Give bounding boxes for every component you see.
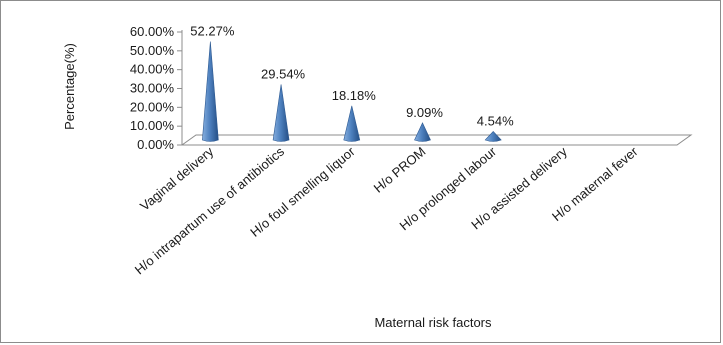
data-label: 29.54% [261, 66, 306, 81]
y-tick-label: 40.00% [130, 62, 175, 77]
category-label: H/o PROM [371, 144, 429, 196]
cone-bar[interactable] [202, 41, 219, 142]
data-label: 9.09% [406, 105, 443, 120]
category-label: Vaginal delivery [137, 143, 217, 213]
category-label: H/o intrapartum use of antibiotics [132, 143, 288, 277]
y-axis-title: Percentage(%) [62, 43, 77, 130]
cone-bar[interactable] [414, 122, 431, 142]
y-tick-label: 0.00% [137, 137, 174, 152]
y-tick-label: 20.00% [130, 99, 175, 114]
cone-bar[interactable] [484, 131, 502, 142]
data-label: 18.18% [332, 88, 377, 103]
cone-bar[interactable] [343, 105, 361, 142]
cone-bar[interactable] [272, 84, 290, 142]
x-axis-title: Maternal risk factors [374, 315, 492, 330]
y-tick-label: 10.00% [130, 118, 175, 133]
chart-floor [180, 134, 693, 146]
data-label: 4.54% [477, 113, 514, 128]
y-tick-label: 50.00% [130, 43, 175, 58]
data-label: 52.27% [190, 24, 235, 39]
y-tick-label: 60.00% [130, 24, 175, 39]
y-tick-label: 30.00% [130, 81, 175, 96]
